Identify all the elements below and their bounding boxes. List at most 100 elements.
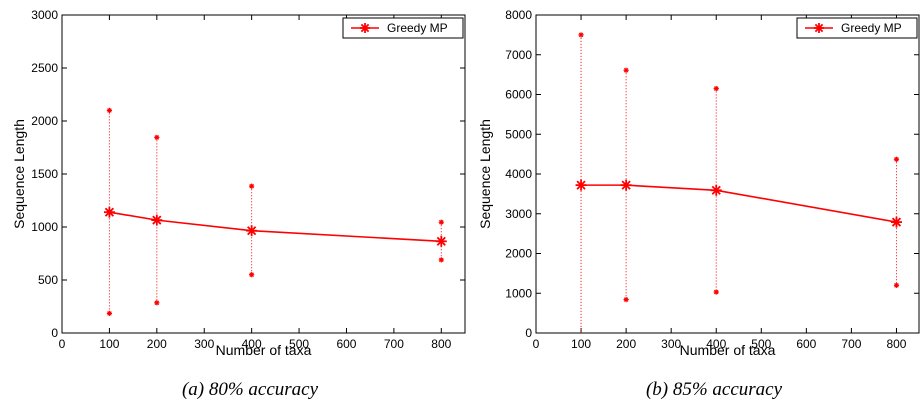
- error-bar-low-marker: [249, 272, 255, 278]
- data-point-marker-stroke: [711, 185, 721, 195]
- error-bar-high-marker: [578, 32, 584, 38]
- data-point-marker-stroke: [891, 217, 902, 227]
- data-point-marker-stroke: [152, 215, 162, 225]
- y-tick-label: 0: [525, 326, 532, 340]
- x-tick-label: 800: [431, 337, 451, 351]
- data-point-marker: [103, 206, 115, 218]
- legend-marker: [814, 23, 824, 33]
- series-greedy-mp: [575, 32, 902, 333]
- y-tick-label: 1000: [505, 286, 532, 300]
- data-point-marker: [435, 235, 447, 247]
- error-bar-high-marker: [154, 134, 160, 141]
- error-bar-low-marker: [438, 257, 444, 263]
- plot-area-frame: [535, 14, 920, 334]
- error-bar-low-marker: [106, 310, 113, 316]
- x-tick-label: 700: [384, 337, 404, 351]
- x-tick-label: 300: [194, 337, 214, 351]
- data-point-marker: [890, 216, 902, 228]
- y-tick-label: 500: [38, 273, 58, 287]
- error-bar-high-marker: [438, 219, 444, 225]
- series-greedy-mp: [103, 107, 447, 316]
- error-bar-low-marker: [713, 289, 719, 295]
- legend: Greedy MP: [796, 17, 918, 39]
- error-bar-high-marker-stroke: [623, 67, 629, 73]
- series-line: [581, 184, 897, 223]
- data-point-marker: [710, 184, 722, 196]
- error-bar-high-marker-stroke: [438, 219, 444, 225]
- error-bar-low-marker-stroke: [154, 300, 160, 306]
- x-tick-label: 400: [242, 337, 262, 351]
- y-tick-label: 1500: [31, 167, 58, 181]
- legend-box: [342, 17, 464, 39]
- legend-marker: [360, 23, 370, 33]
- y-tick-label: 2000: [505, 247, 532, 261]
- error-bar-high-marker-stroke: [894, 156, 899, 162]
- chart-panel-b: 0 100 200 300 400 500 600 700 800010002000300040…: [477, 8, 920, 400]
- x-tick-label: 100: [571, 337, 591, 351]
- legend-label: Greedy MP: [841, 21, 902, 35]
- y-tick-label: 2000: [31, 114, 58, 128]
- x-axis-label: Number of taxa: [216, 342, 312, 358]
- x-tick-label: 0: [533, 337, 540, 351]
- y-tick-label: 0: [51, 326, 58, 340]
- x-tick-label: 800: [886, 337, 906, 351]
- y-tick-label: 3000: [505, 207, 532, 221]
- error-bar-low-marker-stroke: [107, 311, 112, 316]
- error-bar-high-marker-stroke: [713, 86, 719, 91]
- y-tick-label: 6000: [505, 88, 532, 102]
- data-point-marker: [246, 225, 258, 237]
- plot-area-frame: [61, 14, 466, 334]
- error-bar-high-marker-stroke: [154, 135, 160, 140]
- x-tick-label: 600: [796, 337, 816, 351]
- legend-label: Greedy MP: [387, 21, 448, 35]
- series-line: [109, 211, 442, 243]
- y-tick-label: 8000: [505, 8, 532, 22]
- x-tick-label: 200: [616, 337, 636, 351]
- y-tick-label: 2500: [31, 61, 58, 75]
- error-bar-low-marker: [893, 282, 900, 288]
- error-bar-high-marker-stroke: [249, 183, 254, 189]
- error-bar-high-marker-stroke: [578, 32, 584, 38]
- y-axis-label: Sequence Length: [11, 119, 27, 229]
- error-bar-low-marker-stroke: [713, 289, 719, 295]
- error-bar-high-marker-stroke: [107, 108, 112, 113]
- data-point-marker: [575, 179, 587, 191]
- y-tick-label: 5000: [505, 127, 532, 141]
- chart-panel-a: 0 100 200 300 400 500 600 700 800 0 500 1000 1500 200…: [11, 8, 466, 400]
- error-bar-low-marker: [623, 297, 629, 303]
- error-bar-high-marker: [106, 107, 113, 113]
- error-bar-high-marker: [893, 156, 900, 162]
- error-bar-low-marker-stroke: [894, 283, 899, 288]
- error-bar-low-marker-stroke: [249, 272, 254, 277]
- x-tick-label: 600: [336, 337, 356, 351]
- y-tick-label: 7000: [505, 48, 532, 62]
- legend-box: [796, 17, 918, 39]
- x-axis-label: Number of taxa: [680, 342, 776, 358]
- y-tick-label: 4000: [505, 167, 532, 181]
- y-tick-label: 1000: [31, 220, 58, 234]
- error-bar-low-marker-stroke: [438, 257, 444, 263]
- legend-marker-stroke: [814, 23, 824, 33]
- data-point-marker-stroke: [436, 236, 446, 246]
- x-tick-label: 0: [59, 337, 66, 351]
- x-tick-label: 700: [841, 337, 861, 351]
- data-point-marker: [151, 214, 163, 226]
- y-axis-label: Sequence Length: [477, 119, 493, 229]
- x-tick-label: 500: [289, 337, 309, 351]
- x-tick-label: 500: [751, 337, 771, 351]
- data-point-marker-stroke: [576, 180, 586, 190]
- error-bar-low-marker-stroke: [623, 297, 629, 302]
- figure-caption: (a) 80% accuracy: [182, 379, 319, 400]
- error-bar-high-marker: [623, 67, 629, 73]
- data-point-marker-stroke: [247, 226, 257, 236]
- x-tick-label: 200: [147, 337, 167, 351]
- legend-marker-stroke: [360, 23, 370, 33]
- x-tick-label: 400: [706, 337, 726, 351]
- x-tick-label: 100: [99, 337, 119, 351]
- y-tick-label: 3000: [31, 8, 58, 22]
- x-tick-label: 300: [661, 337, 681, 351]
- data-point-marker-stroke: [621, 180, 631, 190]
- legend: Greedy MP: [342, 17, 464, 39]
- error-bar-low-marker: [154, 300, 160, 306]
